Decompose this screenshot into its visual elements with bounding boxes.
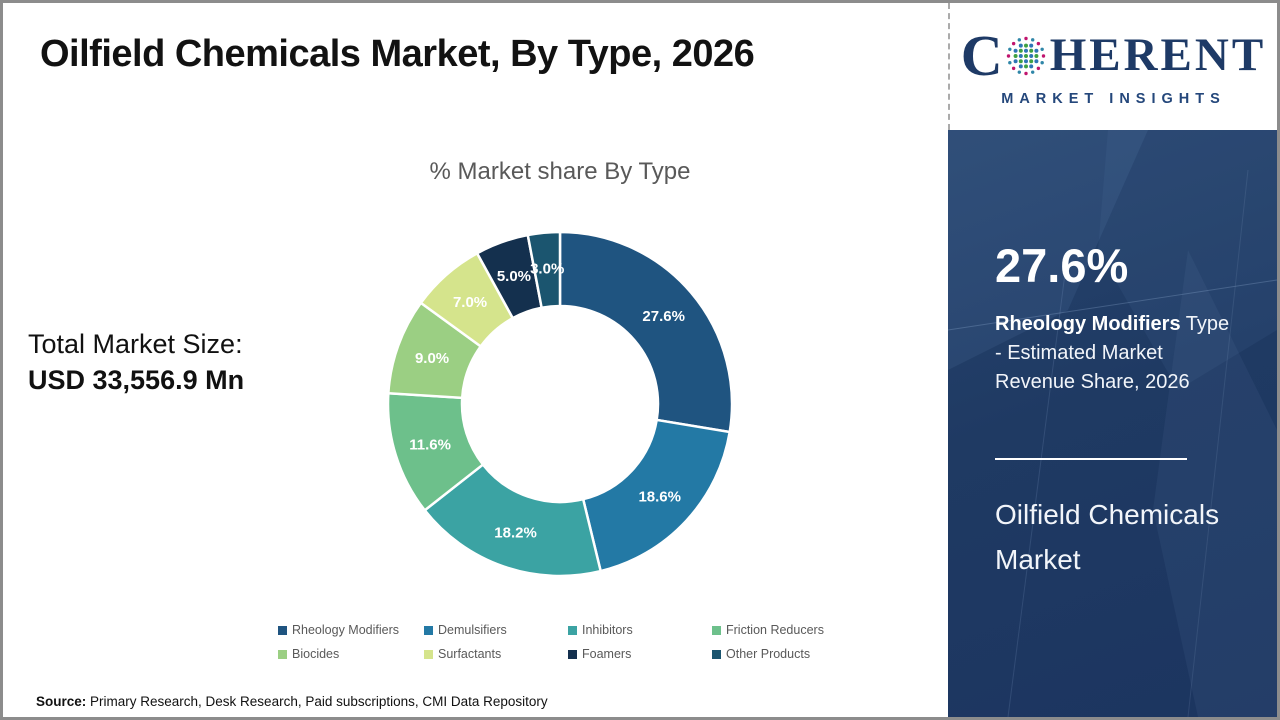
globe-dot [1023, 63, 1028, 68]
globe-dot [1034, 53, 1039, 58]
globe-dot [1017, 69, 1021, 74]
sidebar-stat-description-rest: Type - Estimated Market Revenue Share, 2… [995, 313, 1230, 393]
legend-label: Other Products [726, 647, 811, 661]
globe-dot [1011, 41, 1016, 45]
globe-dot [1007, 47, 1012, 51]
legend-label: Inhibitors [582, 623, 633, 637]
legend-swatch [712, 625, 721, 635]
legend-swatch [278, 625, 287, 635]
globe-dot [1023, 71, 1028, 75]
globe-dot [1023, 58, 1028, 63]
logo-wordmark: C HERENT [960, 22, 1267, 88]
globe-dot [1034, 58, 1039, 63]
page-title: Oilfield Chemicals Market, By Type, 2026 [40, 33, 755, 75]
donut-slice-demulsifiers [581, 418, 732, 573]
legend-item-rheology-modifiers: Rheology Modifiers [278, 623, 424, 637]
total-market-size-block: Total Market Size: USD 33,556.9 Mn [28, 329, 244, 396]
donut-slice-label: 9.0% [415, 350, 449, 367]
globe-dot [1023, 36, 1028, 40]
globe-dot [1023, 43, 1028, 48]
brand-logo: C HERENT MARKET INSIGHTS [948, 3, 1277, 130]
legend-item-surfactants: Surfactants [424, 647, 568, 661]
legend-item-biocides: Biocides [278, 647, 424, 661]
globe-dot [1018, 53, 1023, 58]
logo-subtitle: MARKET INSIGHTS [1001, 90, 1226, 107]
chart-title: % Market share By Type [429, 158, 691, 185]
legend-label: Biocides [292, 647, 340, 661]
legend-swatch [278, 649, 287, 659]
globe-dot [1006, 53, 1010, 58]
sidebar-stat-segment-name: Rheology Modifiers [995, 313, 1181, 335]
source-line: Source: Primary Research, Desk Research,… [36, 694, 548, 709]
legend-label: Demulsifiers [438, 623, 507, 637]
donut-slice-rheology-modifiers [558, 230, 734, 434]
globe-dot [1017, 37, 1021, 42]
total-market-size-value: USD 33,556.9 Mn [28, 365, 245, 395]
donut-slice-label: 18.2% [494, 525, 537, 542]
globe-dot [1028, 53, 1033, 58]
globe-dot [1018, 48, 1023, 53]
globe-dot [1013, 48, 1018, 53]
legend-item-demulsifiers: Demulsifiers [424, 623, 568, 637]
donut-slice-label: 7.0% [453, 294, 487, 311]
globe-dot [1028, 43, 1033, 48]
globe-dot [1023, 48, 1028, 53]
logo-wordmark-rest: HERENT [1049, 29, 1267, 81]
globe-dot [1018, 58, 1023, 63]
legend-swatch [424, 625, 433, 635]
dot-globe-icon [1006, 36, 1045, 75]
globe-dot [1028, 48, 1033, 53]
legend-item-inhibitors: Inhibitors [568, 623, 712, 637]
globe-dot [1036, 66, 1040, 70]
sidebar-divider [995, 458, 1187, 460]
right-column: C HERENT MARKET INSIGHTS 27.6% Rheology … [948, 3, 1277, 717]
globe-dot [1041, 53, 1045, 58]
donut-slice-label: 27.6% [642, 308, 685, 325]
legend-label: Rheology Modifiers [292, 623, 399, 637]
globe-dot [1028, 63, 1033, 68]
sidebar-report-title: Oilfield Chemicals Market [995, 499, 1220, 575]
globe-dot [1023, 53, 1028, 58]
chart-legend: Rheology Modifiers Demulsifiers Inhibitors… [278, 623, 890, 661]
legend-label: Friction Reducers [726, 623, 824, 637]
legend-item-foamers: Foamers [568, 647, 712, 661]
globe-dot [1030, 69, 1035, 74]
globe-dot [1034, 48, 1039, 53]
legend-item-friction-reducers: Friction Reducers [712, 623, 890, 637]
world-map-pattern [948, 130, 1277, 717]
globe-dot [1007, 60, 1012, 64]
legend-label: Surfactants [438, 647, 502, 661]
globe-dot [1040, 60, 1044, 64]
donut-slice-label: 11.6% [409, 436, 451, 453]
legend-swatch [568, 625, 577, 635]
donut-slice-label: 5.0% [497, 268, 531, 285]
source-text: Primary Research, Desk Research, Paid su… [86, 694, 548, 709]
donut-slice-label: 18.6% [638, 488, 681, 505]
globe-dot [1011, 66, 1016, 70]
legend-swatch [424, 649, 433, 659]
legend-swatch [712, 649, 721, 659]
globe-dot [1018, 43, 1023, 48]
globe-dot [1013, 53, 1018, 58]
source-prefix: Source: [36, 694, 87, 709]
globe-dot [1030, 37, 1035, 42]
donut-slice-other-products [526, 230, 562, 310]
donut-chart: 27.6% 18.6% 18.2% 11.6% 9.0% 7.0% 5.0% 3.0% [386, 230, 734, 578]
legend-label: Foamers [582, 647, 632, 661]
globe-dot [1013, 58, 1018, 63]
donut-slice-label: 3.0% [530, 261, 564, 278]
sidebar-panel: 27.6% Rheology Modifiers Type - Estimate… [948, 130, 1277, 717]
legend-item-other-products: Other Products [712, 647, 890, 661]
globe-dot [1036, 41, 1040, 45]
globe-dot [1028, 58, 1033, 63]
sidebar-stat-description: Rheology Modifiers Type - Estimated Mark… [995, 310, 1237, 397]
total-market-size-label: Total Market Size: [28, 329, 243, 359]
legend-swatch [568, 649, 577, 659]
globe-dot [1018, 63, 1023, 68]
logo-letter-c: C [960, 22, 1003, 88]
sidebar-stat-value: 27.6% [995, 239, 1129, 292]
globe-dot [1040, 47, 1044, 51]
